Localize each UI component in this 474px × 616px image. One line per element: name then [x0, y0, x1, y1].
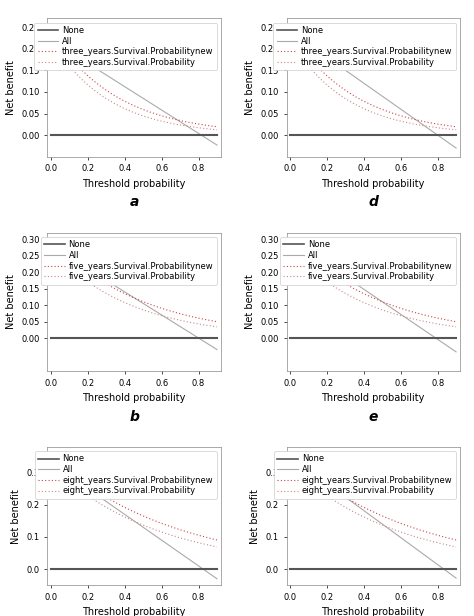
- Legend: None, All, five_years.Survival.Probabilitynew, five_years.Survival.Probability: None, All, five_years.Survival.Probabili…: [280, 237, 456, 285]
- Text: a: a: [129, 195, 139, 209]
- Legend: None, All, three_years.Survival.Probabilitynew, three_years.Survival.Probability: None, All, three_years.Survival.Probabil…: [34, 23, 217, 70]
- X-axis label: Threshold probability: Threshold probability: [82, 607, 186, 616]
- Y-axis label: Net benefit: Net benefit: [6, 60, 16, 115]
- Y-axis label: Net benefit: Net benefit: [245, 60, 255, 115]
- X-axis label: Threshold probability: Threshold probability: [321, 179, 425, 189]
- Y-axis label: Net benefit: Net benefit: [11, 488, 21, 543]
- Text: e: e: [368, 410, 378, 424]
- Legend: None, All, eight_years.Survival.Probabilitynew, eight_years.Survival.Probability: None, All, eight_years.Survival.Probabil…: [274, 451, 456, 499]
- Legend: None, All, eight_years.Survival.Probabilitynew, eight_years.Survival.Probability: None, All, eight_years.Survival.Probabil…: [35, 451, 217, 499]
- Y-axis label: Net benefit: Net benefit: [250, 488, 260, 543]
- Legend: None, All, five_years.Survival.Probabilitynew, five_years.Survival.Probability: None, All, five_years.Survival.Probabili…: [41, 237, 217, 285]
- Text: b: b: [129, 410, 139, 424]
- Y-axis label: Net benefit: Net benefit: [6, 274, 16, 330]
- X-axis label: Threshold probability: Threshold probability: [82, 179, 186, 189]
- Legend: None, All, three_years.Survival.Probabilitynew, three_years.Survival.Probability: None, All, three_years.Survival.Probabil…: [273, 23, 456, 70]
- X-axis label: Threshold probability: Threshold probability: [321, 393, 425, 403]
- X-axis label: Threshold probability: Threshold probability: [321, 607, 425, 616]
- X-axis label: Threshold probability: Threshold probability: [82, 393, 186, 403]
- Y-axis label: Net benefit: Net benefit: [245, 274, 255, 330]
- Text: d: d: [368, 195, 378, 209]
